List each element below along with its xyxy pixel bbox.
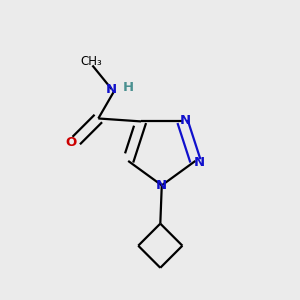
Text: CH₃: CH₃ <box>80 56 102 68</box>
Text: N: N <box>156 179 167 192</box>
Text: N: N <box>180 114 191 127</box>
Text: N: N <box>106 82 117 95</box>
Text: H: H <box>123 81 134 94</box>
Text: N: N <box>194 156 205 169</box>
Text: O: O <box>65 136 76 148</box>
